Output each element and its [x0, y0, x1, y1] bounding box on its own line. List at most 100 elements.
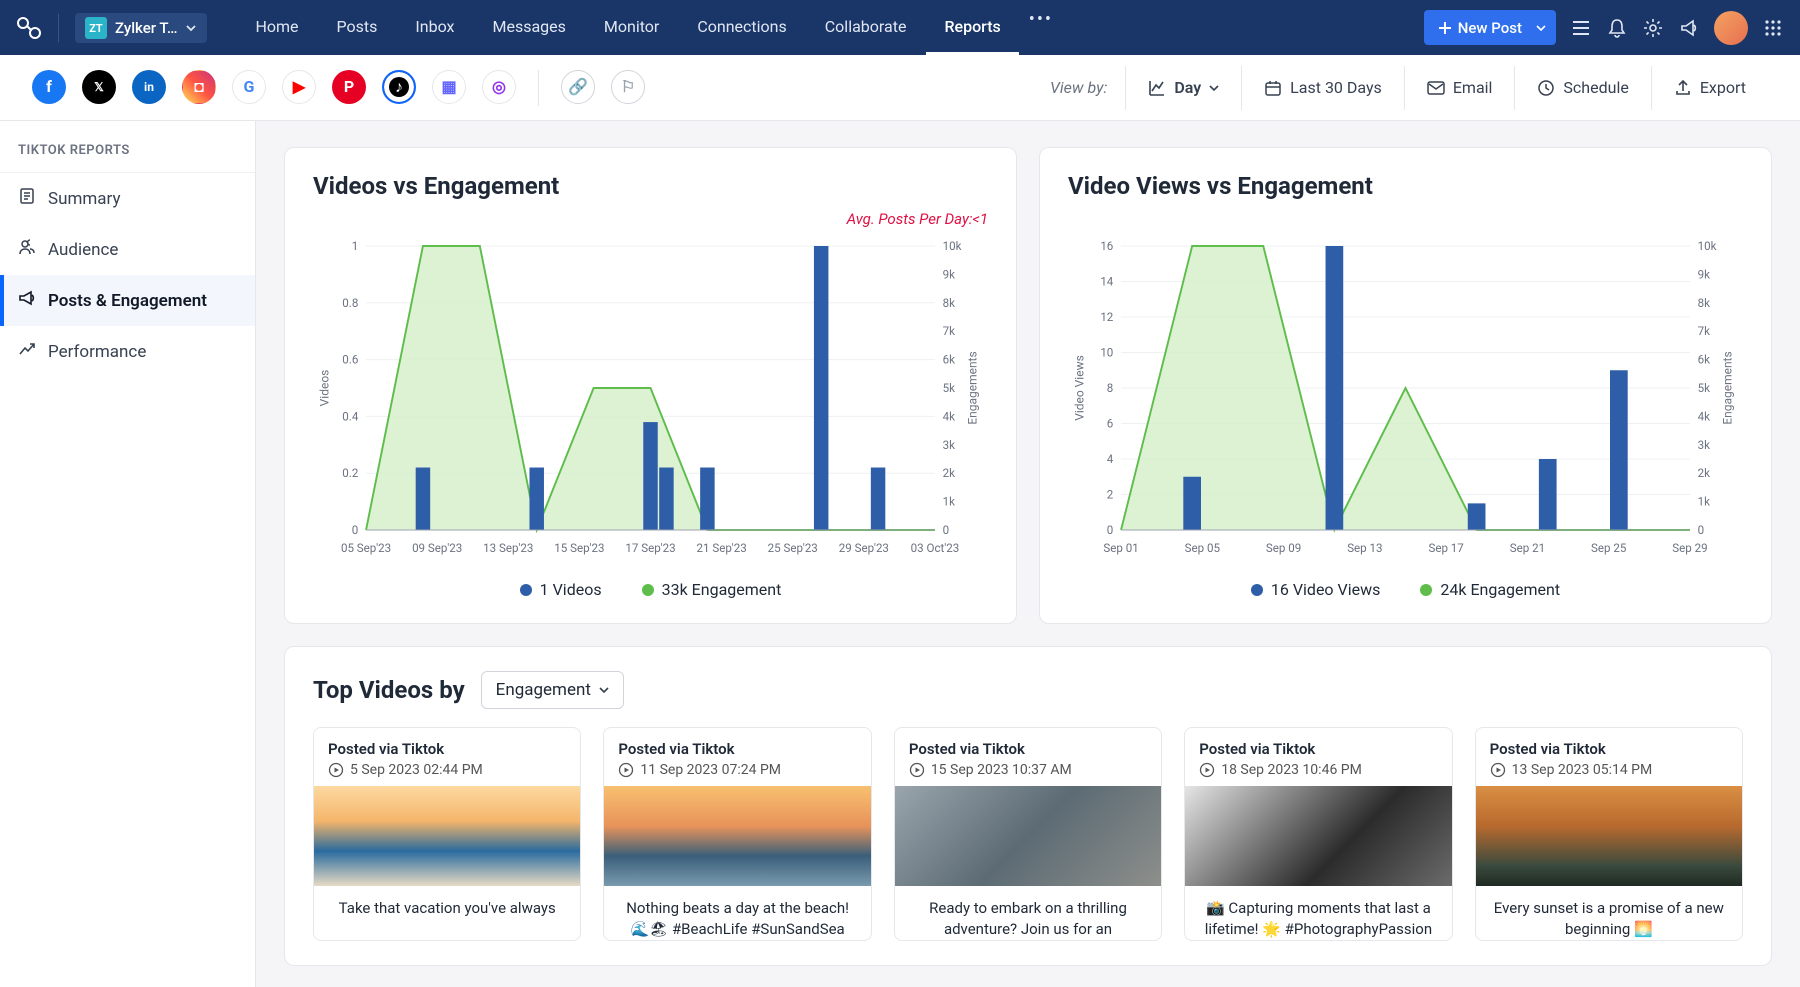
channel-linkedin-icon[interactable]: in [132, 70, 166, 104]
svg-text:09 Sep'23: 09 Sep'23 [412, 541, 462, 555]
play-circle-icon [1490, 762, 1506, 778]
svg-text:Engagements: Engagements [966, 351, 980, 424]
play-circle-icon [909, 762, 925, 778]
view-by-selector[interactable]: Day [1125, 66, 1241, 110]
video-thumbnail [895, 786, 1161, 886]
top-nav: Home Posts Inbox Messages Monitor Connec… [237, 1, 1061, 55]
calendar-icon [1264, 79, 1282, 97]
video-source: Posted via Tiktok [1199, 740, 1437, 758]
new-post-button[interactable]: New Post [1424, 10, 1536, 45]
svg-text:Sep 09: Sep 09 [1266, 541, 1301, 555]
nav-collaborate[interactable]: Collaborate [807, 1, 925, 55]
legend-item: 33k Engagement [642, 580, 782, 599]
sidebar-item-label: Posts & Engagement [48, 291, 207, 311]
video-time: 5 Sep 2023 02:44 PM [328, 762, 566, 778]
svg-text:8: 8 [1107, 381, 1114, 395]
nav-inbox[interactable]: Inbox [397, 1, 472, 55]
channel-facebook-icon[interactable]: f [32, 70, 66, 104]
video-thumbnail [314, 786, 580, 886]
channel-threads-icon[interactable]: ◎ [482, 70, 516, 104]
svg-text:9k: 9k [943, 267, 955, 281]
channel-instagram-icon[interactable]: ◘ [182, 70, 216, 104]
video-card[interactable]: Posted via Tiktok13 Sep 2023 05:14 PMEve… [1475, 727, 1743, 941]
svg-text:Video Views: Video Views [1073, 355, 1087, 421]
nav-connections[interactable]: Connections [679, 1, 804, 55]
svg-text:17 Sep'23: 17 Sep'23 [625, 541, 675, 555]
divider [538, 70, 539, 106]
users-icon [18, 238, 36, 261]
svg-text:2k: 2k [943, 466, 955, 480]
svg-text:10k: 10k [1698, 239, 1717, 253]
video-caption: Nothing beats a day at the beach! 🌊🏖 #Be… [604, 886, 870, 940]
channel-link-icon[interactable]: 🔗 [561, 70, 595, 104]
chart2-title: Video Views vs Engagement [1068, 172, 1743, 200]
svg-text:03 Oct'23: 03 Oct'23 [911, 541, 960, 555]
nav-home[interactable]: Home [237, 1, 316, 55]
announce-icon[interactable] [1678, 17, 1700, 39]
sidebar-title: TIKTOK REPORTS [0, 143, 255, 173]
export-button[interactable]: Export [1651, 66, 1768, 110]
video-time: 15 Sep 2023 10:37 AM [909, 762, 1147, 778]
channel-youtube-icon[interactable]: ▶ [282, 70, 316, 104]
chart2-subtitle [1068, 210, 1743, 230]
bell-icon[interactable] [1606, 17, 1628, 39]
nav-monitor[interactable]: Monitor [586, 1, 677, 55]
channel-pinterest-icon[interactable]: P [332, 70, 366, 104]
channel-x-icon[interactable]: 𝕏 [82, 70, 116, 104]
export-label: Export [1700, 78, 1746, 97]
sidebar: TIKTOK REPORTS SummaryAudience Posts & En… [0, 121, 256, 987]
nav-reports[interactable]: Reports [926, 1, 1018, 55]
new-post-dropdown[interactable] [1526, 10, 1556, 45]
apps-grid-icon[interactable] [1762, 17, 1784, 39]
svg-text:15 Sep'23: 15 Sep'23 [554, 541, 604, 555]
channel-bar: f𝕏in◘G▶P♪▦◎🔗⚐ View by: Day Last 30 Days … [0, 55, 1800, 121]
channel-google-icon[interactable]: G [232, 70, 266, 104]
svg-text:0: 0 [1698, 523, 1705, 537]
chevron-down-icon [1536, 23, 1546, 33]
channel-mastodon-icon[interactable]: ▦ [432, 70, 466, 104]
app-logo-icon[interactable] [16, 15, 42, 41]
svg-text:0: 0 [352, 523, 359, 537]
svg-text:6k: 6k [943, 352, 955, 366]
list-icon[interactable] [1570, 17, 1592, 39]
svg-text:13 Sep'23: 13 Sep'23 [483, 541, 533, 555]
top-videos-sort-dropdown[interactable]: Engagement [481, 671, 624, 709]
nav-messages[interactable]: Messages [474, 1, 583, 55]
svg-text:16: 16 [1100, 239, 1113, 253]
svg-text:Sep 21: Sep 21 [1510, 541, 1545, 555]
email-button[interactable]: Email [1404, 66, 1515, 110]
play-circle-icon [328, 762, 344, 778]
schedule-button[interactable]: Schedule [1514, 66, 1650, 110]
svg-text:6k: 6k [1698, 352, 1710, 366]
gear-icon[interactable] [1642, 17, 1664, 39]
sidebar-item-audience[interactable]: Audience [0, 224, 255, 275]
legend-item: 1 Videos [520, 580, 602, 599]
brand-name: Zylker T… [115, 19, 177, 37]
svg-text:2: 2 [1107, 487, 1114, 501]
legend-item: 16 Video Views [1251, 580, 1380, 599]
svg-text:Sep 17: Sep 17 [1428, 541, 1464, 555]
svg-text:Engagements: Engagements [1721, 351, 1735, 424]
sidebar-item-summary[interactable]: Summary [0, 173, 255, 224]
video-card[interactable]: Posted via Tiktok18 Sep 2023 10:46 PM📸 C… [1184, 727, 1452, 941]
date-range-selector[interactable]: Last 30 Days [1241, 66, 1404, 110]
video-card[interactable]: Posted via Tiktok5 Sep 2023 02:44 PMTake… [313, 727, 581, 941]
video-card[interactable]: Posted via Tiktok11 Sep 2023 07:24 PMNot… [603, 727, 871, 941]
svg-text:21 Sep'23: 21 Sep'23 [697, 541, 747, 555]
sidebar-item-performance[interactable]: Performance [0, 326, 255, 377]
svg-text:1: 1 [352, 239, 359, 253]
nav-more-icon[interactable]: ••• [1021, 1, 1061, 55]
brand-selector[interactable]: ZT Zylker T… [75, 13, 207, 43]
avatar[interactable] [1714, 11, 1748, 45]
video-card[interactable]: Posted via Tiktok15 Sep 2023 10:37 AMRea… [894, 727, 1162, 941]
channel-flag-icon[interactable]: ⚐ [611, 70, 645, 104]
new-post-label: New Post [1458, 19, 1522, 37]
channel-tiktok-icon[interactable]: ♪ [382, 70, 416, 104]
svg-text:Sep 25: Sep 25 [1591, 541, 1627, 555]
nav-posts[interactable]: Posts [319, 1, 396, 55]
chevron-down-icon [185, 22, 197, 34]
svg-text:0.6: 0.6 [342, 352, 358, 366]
clock-icon [1537, 79, 1555, 97]
sidebar-item-posts-engagement[interactable]: Posts & Engagement [0, 275, 255, 326]
video-source: Posted via Tiktok [328, 740, 566, 758]
